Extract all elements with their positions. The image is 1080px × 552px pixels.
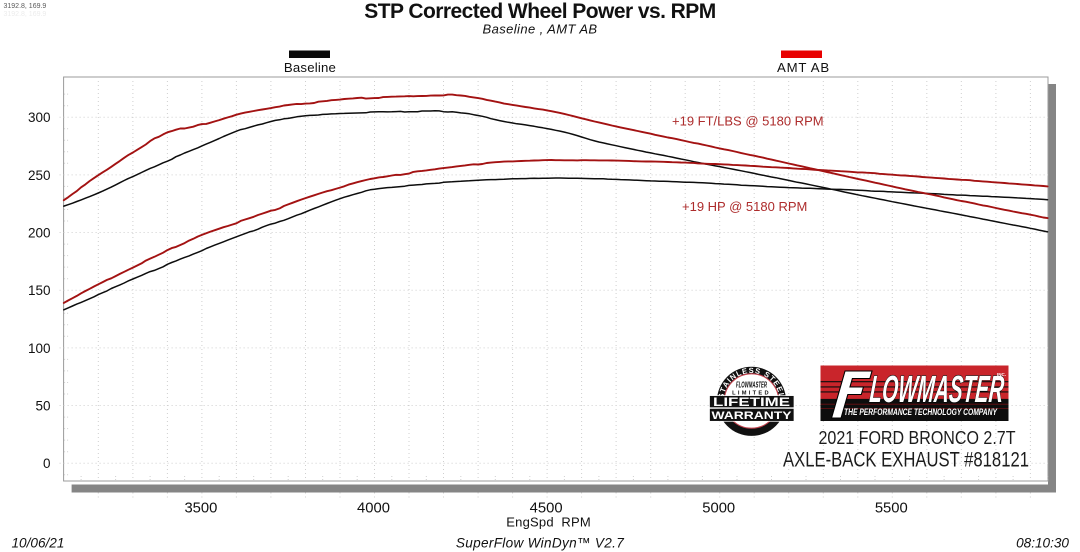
svg-text:EngSpd RPM: EngSpd RPM	[506, 514, 591, 529]
svg-text:LOWMASTER: LOWMASTER	[868, 369, 1006, 411]
svg-text:INC.: INC.	[997, 372, 1006, 377]
svg-text:+19 HP @ 5180 RPM: +19 HP @ 5180 RPM	[682, 199, 807, 214]
svg-text:+19 FT/LBS @ 5180 RPM: +19 FT/LBS @ 5180 RPM	[672, 114, 824, 129]
svg-text:4000: 4000	[357, 501, 390, 517]
svg-text:AXLE-BACK EXHAUST #818121: AXLE-BACK EXHAUST #818121	[783, 448, 1029, 472]
svg-text:LIFETIME: LIFETIME	[713, 397, 790, 409]
svg-text:WARRANTY: WARRANTY	[712, 410, 793, 422]
svg-text:STP Corrected Wheel Power vs.: STP Corrected Wheel Power vs. RPM	[364, 0, 715, 23]
svg-text:10/06/21: 10/06/21	[12, 535, 65, 550]
svg-text:3192.8, 169.9: 3192.8, 169.9	[4, 3, 47, 10]
svg-text:200: 200	[28, 225, 51, 240]
svg-text:2021 FORD BRONCO 2.7T: 2021 FORD BRONCO 2.7T	[819, 427, 1016, 448]
svg-text:5000: 5000	[702, 501, 735, 517]
svg-text:AMT AB: AMT AB	[777, 60, 830, 75]
svg-text:5500: 5500	[875, 501, 908, 517]
svg-text:100: 100	[28, 341, 51, 356]
svg-text:®: ®	[841, 399, 845, 406]
svg-text:3500: 3500	[184, 501, 217, 517]
svg-text:THE PERFORMANCE TECHNOLOGY COM: THE PERFORMANCE TECHNOLOGY COMPANY	[844, 407, 998, 417]
svg-text:250: 250	[28, 168, 51, 183]
svg-text:SuperFlow WinDyn™ V2.7: SuperFlow WinDyn™ V2.7	[456, 535, 624, 550]
svg-text:50: 50	[35, 398, 50, 413]
svg-text:0: 0	[43, 456, 51, 471]
svg-text:FLOWMASTER: FLOWMASTER	[736, 381, 767, 390]
svg-text:08:10:30: 08:10:30	[1016, 535, 1069, 550]
svg-text:4500: 4500	[530, 501, 563, 517]
svg-text:300: 300	[28, 110, 51, 125]
svg-text:150: 150	[28, 283, 51, 298]
svg-text:Baseline , AMT AB: Baseline , AMT AB	[483, 22, 598, 37]
svg-text:Baseline: Baseline	[284, 60, 336, 75]
svg-text:3192.8, 169.9: 3192.8, 169.9	[4, 11, 47, 18]
svg-text:LIMITED: LIMITED	[732, 390, 771, 396]
